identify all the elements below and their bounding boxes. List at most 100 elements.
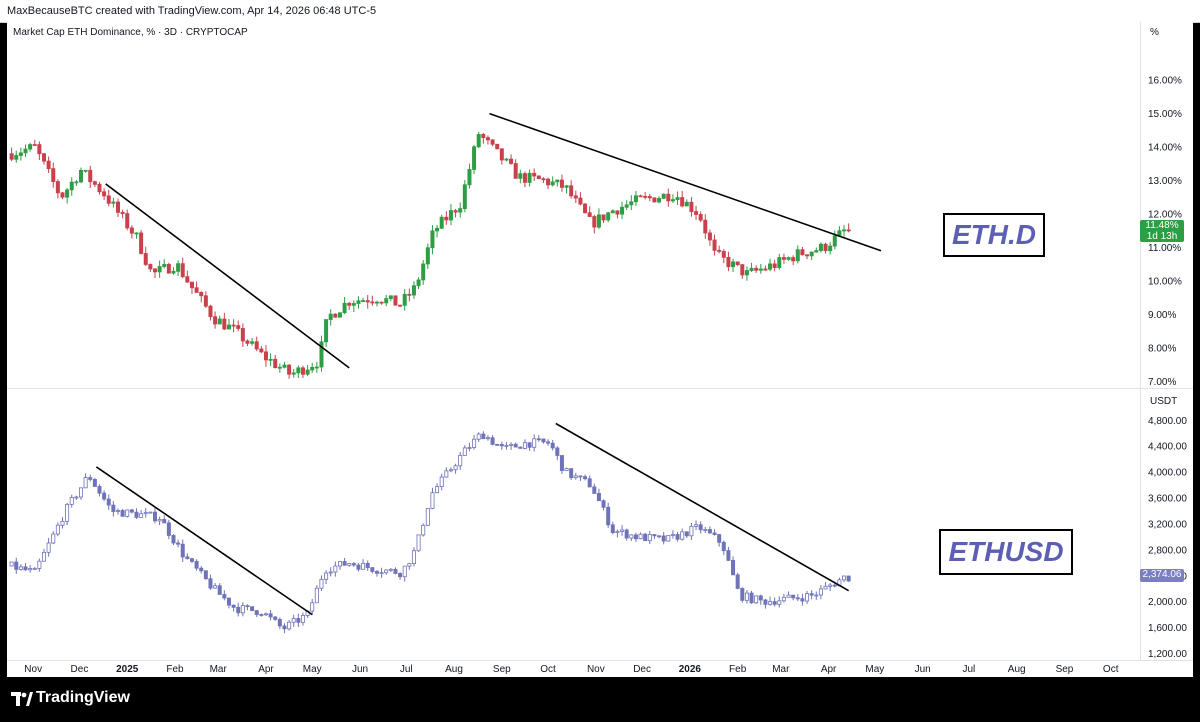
eth-candle-body bbox=[41, 153, 46, 162]
eth-candle-body bbox=[772, 263, 777, 269]
usd-candle-body bbox=[65, 503, 70, 522]
usd-candle-body bbox=[129, 509, 134, 513]
x-tick-label: Apr bbox=[258, 664, 274, 675]
usd-trendline-2 bbox=[555, 422, 850, 592]
eth-candle-body bbox=[333, 313, 338, 318]
chart-canvas[interactable]: 16.00% 15.00% 14.00% 13.00% 12.00% 11.00% 10.0… bbox=[7, 22, 1193, 677]
usd-candle-body bbox=[467, 447, 472, 449]
usd-candle-body bbox=[236, 606, 241, 614]
credit-line: MaxBecauseBTC created with TradingView.c… bbox=[7, 5, 377, 17]
eth-candle-body bbox=[416, 279, 421, 287]
eth-candle-body bbox=[106, 195, 111, 204]
eth-dominance-unit: % bbox=[1150, 27, 1159, 38]
ethusd-unit: USDT bbox=[1150, 396, 1178, 407]
usd-candle-body bbox=[458, 454, 463, 467]
usd-candle-body bbox=[402, 565, 407, 578]
eth-candle-body bbox=[481, 134, 486, 139]
usd-y-tick-label: 4,800.00 bbox=[1148, 416, 1187, 427]
usd-candle-body bbox=[365, 562, 370, 569]
eth-candle-body bbox=[254, 341, 259, 350]
eth-candle-body bbox=[633, 195, 638, 203]
usd-candle-body bbox=[569, 468, 574, 479]
eth-candle-body bbox=[754, 267, 759, 271]
eth-candle-body bbox=[37, 144, 42, 155]
usd-candle-body bbox=[707, 529, 712, 534]
usd-candle-body bbox=[92, 479, 97, 487]
usd-y-tick-label: 4,400.00 bbox=[1148, 442, 1187, 453]
eth-candle-body bbox=[231, 324, 236, 327]
x-tick-label: May bbox=[303, 664, 322, 675]
usd-candle-body bbox=[666, 535, 671, 542]
usd-candle-body bbox=[102, 492, 107, 500]
usd-candle-body bbox=[421, 524, 426, 536]
usd-candle-body bbox=[509, 443, 514, 446]
usd-candle-body bbox=[485, 437, 490, 440]
eth-candle-body bbox=[213, 316, 218, 325]
eth-candle-body bbox=[18, 152, 23, 156]
usd-candle-body bbox=[180, 543, 185, 558]
eth-candle-body bbox=[467, 169, 472, 186]
usd-candle-body bbox=[74, 496, 79, 499]
usd-candle-body bbox=[199, 567, 204, 572]
eth-candle-body bbox=[162, 263, 167, 267]
usd-y-tick-label: 4,000.00 bbox=[1148, 468, 1187, 479]
usd-candle-body bbox=[194, 560, 199, 569]
eth-candle-body bbox=[88, 169, 93, 183]
eth-candle-body bbox=[587, 212, 592, 217]
usd-candle-body bbox=[263, 613, 268, 616]
eth-candle-body bbox=[328, 313, 333, 320]
eth-candle-body bbox=[652, 197, 657, 203]
usd-candle-body bbox=[726, 550, 731, 561]
usd-candle-body bbox=[254, 610, 259, 615]
eth-candle-body bbox=[472, 146, 477, 170]
eth-candle-body bbox=[208, 305, 213, 318]
eth-candle-body bbox=[370, 301, 375, 304]
usd-candle-body bbox=[832, 584, 837, 587]
usd-candle-body bbox=[481, 433, 486, 440]
chart-legend-title[interactable]: Market Cap ETH Dominance, % · 3D · CRYPT… bbox=[13, 27, 248, 38]
eth-candle-body bbox=[9, 153, 14, 160]
chart-area[interactable]: 16.00% 15.00% 14.00% 13.00% 12.00% 11.00% 10.0… bbox=[7, 22, 1193, 677]
usd-candle-body bbox=[115, 510, 120, 512]
usd-candle-body bbox=[157, 519, 162, 522]
usd-candle-body bbox=[772, 601, 777, 605]
usd-y-tick-label: 3,200.00 bbox=[1148, 519, 1187, 530]
eth-candle-body bbox=[102, 191, 107, 197]
usd-candle-body bbox=[28, 568, 33, 571]
x-tick-label: Apr bbox=[821, 664, 837, 675]
eth-candle-body bbox=[83, 169, 88, 172]
x-tick-label: Aug bbox=[1008, 664, 1026, 675]
usd-candle-body bbox=[287, 621, 292, 630]
eth-candle-body bbox=[65, 189, 70, 198]
usd-candle-body bbox=[282, 625, 287, 630]
usd-candle-body bbox=[643, 533, 648, 542]
eth-candle-body bbox=[310, 366, 315, 371]
eth-candle-body bbox=[791, 257, 796, 262]
usd-candle-body bbox=[615, 531, 620, 533]
eth-candle-body bbox=[453, 210, 458, 213]
usd-candle-body bbox=[749, 592, 754, 604]
eth-candle-body bbox=[398, 304, 403, 307]
eth-candle-body bbox=[425, 247, 430, 265]
x-tick-label: Jul bbox=[400, 664, 413, 675]
usd-candle-body bbox=[379, 572, 384, 575]
eth-candle-body bbox=[23, 148, 28, 154]
usd-candle-body bbox=[106, 498, 111, 506]
usd-candle-body bbox=[9, 561, 14, 567]
usd-candle-body bbox=[633, 534, 638, 540]
eth-candle-body bbox=[763, 268, 768, 271]
usd-candle-body bbox=[513, 443, 518, 448]
eth-candle-body bbox=[314, 366, 319, 369]
eth-candle-body bbox=[148, 264, 153, 270]
usd-candle-body bbox=[425, 508, 430, 526]
eth-y-tick-label: 10.00% bbox=[1148, 276, 1182, 287]
eth-candle-body bbox=[726, 256, 731, 268]
usd-candle-body bbox=[250, 606, 255, 611]
usd-candle-body bbox=[444, 470, 449, 478]
usd-candle-body bbox=[32, 568, 37, 570]
x-tick-label: Oct bbox=[1103, 664, 1119, 675]
usd-candle-body bbox=[606, 506, 611, 526]
eth-candle-body bbox=[60, 192, 65, 198]
eth-candle-body bbox=[268, 358, 273, 361]
usd-candle-body bbox=[777, 600, 782, 605]
